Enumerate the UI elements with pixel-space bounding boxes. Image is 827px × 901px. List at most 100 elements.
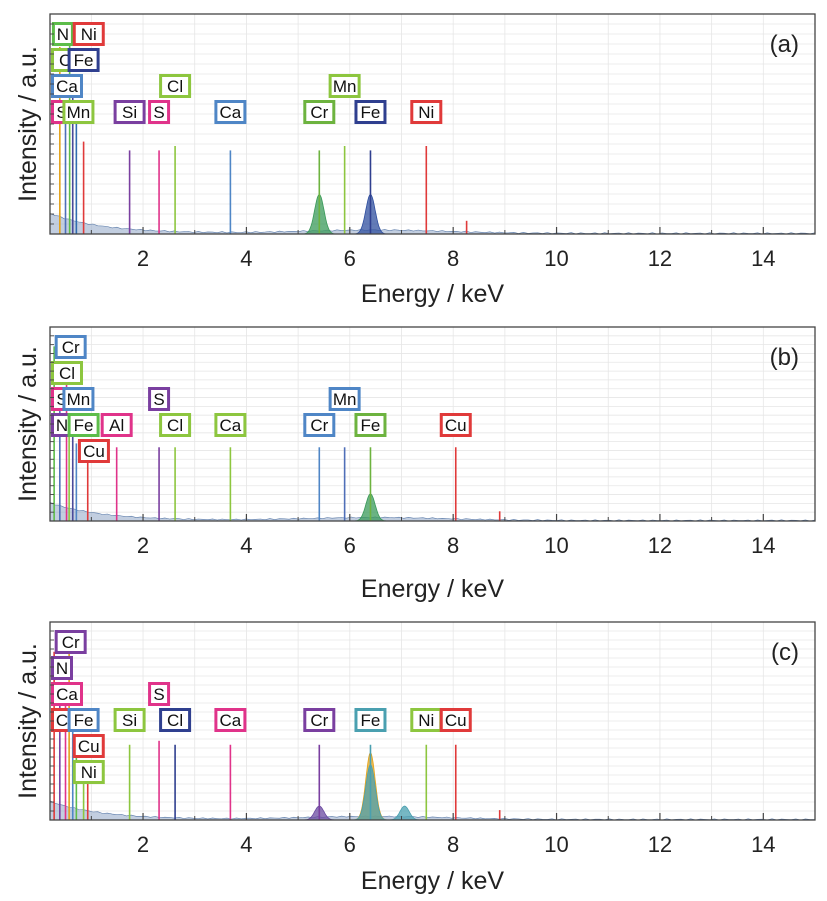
element-label-fill (306, 416, 333, 434)
element-label-text: Cu (445, 416, 467, 435)
element-label-cu: Cu (439, 708, 472, 732)
element-label-fe: Fe (67, 708, 100, 732)
element-label-al: Al (100, 413, 133, 437)
element-label-text: Cr (62, 338, 80, 357)
x-tick-label: 12 (648, 832, 672, 857)
element-label-text: Mn (67, 103, 91, 122)
x-tick-label: 8 (447, 832, 459, 857)
element-label-text: S (153, 390, 164, 409)
element-label-fill (331, 390, 358, 408)
x-tick-label: 4 (240, 246, 252, 271)
element-label-fill (357, 711, 384, 729)
element-label-fill (331, 77, 358, 95)
element-label-fill (70, 51, 97, 69)
element-label-text: Ca (220, 711, 242, 730)
element-label-cr: Cr (303, 100, 336, 124)
element-label-fill (75, 763, 102, 781)
spectrum-panel-2: Cr N Ca S C Fe Si Cl Ca Cr Fe Ni Cu Cu Ni 2 4 6 8 10 12 14 Ene… (14, 621, 816, 895)
element-label-fill (65, 103, 92, 121)
element-label-cr: Cr (303, 708, 336, 732)
x-tick-label: 14 (751, 246, 775, 271)
x-tick-label: 4 (240, 533, 252, 558)
element-label-fe: Fe (354, 413, 387, 437)
x-axis-title: Energy / keV (361, 575, 504, 603)
element-label-fill (306, 711, 333, 729)
element-label-fill (217, 711, 244, 729)
x-tick-label: 10 (544, 533, 568, 558)
element-label-fill (162, 77, 189, 95)
element-label-text: Ni (418, 103, 434, 122)
element-label-text: Cr (310, 416, 328, 435)
element-label-text: Si (122, 103, 137, 122)
element-label-text: S (56, 390, 67, 409)
x-tick-label: 6 (344, 533, 356, 558)
element-label-text: Ca (220, 416, 242, 435)
element-label-mn: Mn (328, 74, 361, 98)
x-tick-label: 2 (137, 832, 149, 857)
element-label-mn: Mn (62, 387, 95, 411)
element-label-text: Cl (167, 416, 183, 435)
element-label-mn: Mn (62, 100, 95, 124)
y-axis-title: Intensity / a.u. (14, 46, 42, 202)
element-label-si: Si (113, 708, 146, 732)
x-tick-label: 12 (648, 246, 672, 271)
x-tick-label: 6 (344, 832, 356, 857)
element-label-text: Cl (167, 77, 183, 96)
element-label-fe: Fe (67, 413, 100, 437)
element-label-text: Fe (361, 103, 381, 122)
element-label-ca: Ca (214, 413, 247, 437)
element-label-ni: Ni (410, 708, 443, 732)
element-label-fill (75, 737, 102, 755)
element-label-fill (217, 416, 244, 434)
element-label-fill (65, 390, 92, 408)
panel-label: (a) (770, 31, 799, 58)
x-tick-label: 10 (544, 246, 568, 271)
element-label-si: Si (113, 100, 146, 124)
x-tick-label: 2 (137, 246, 149, 271)
element-label-cl: Cl (159, 708, 192, 732)
element-label-ca: Ca (51, 682, 83, 706)
element-label-ca: Ca (214, 100, 247, 124)
element-label-fill (54, 685, 80, 703)
element-label-text: N (57, 25, 69, 44)
element-label-fill (151, 685, 168, 703)
element-label-text: Al (109, 416, 124, 435)
element-label-text: C (56, 711, 68, 730)
element-label-text: Cu (83, 442, 105, 461)
element-label-fe: Fe (354, 100, 387, 124)
element-label-text: Si (122, 711, 137, 730)
element-label-cl: Cl (159, 74, 192, 98)
element-label-text: S (153, 685, 164, 704)
element-label-fill (57, 338, 84, 356)
element-label-ca: Ca (51, 74, 83, 98)
element-label-text: N (56, 416, 68, 435)
x-tick-label: 8 (447, 246, 459, 271)
element-label-text: N (56, 659, 68, 678)
element-label-text: Mn (67, 390, 91, 409)
element-label-fill (80, 442, 107, 460)
element-label-n: N (51, 22, 74, 46)
element-label-fill (413, 103, 440, 121)
element-label-text: Ca (56, 685, 78, 704)
element-label-n: N (51, 413, 73, 437)
element-label-text: Ni (81, 25, 97, 44)
y-axis-title: Intensity / a.u. (14, 346, 42, 502)
element-label-n: N (51, 656, 73, 680)
element-label-fill (162, 711, 189, 729)
element-label-text: Cr (310, 103, 328, 122)
panel-label: (c) (771, 639, 799, 666)
panel-label: (b) (770, 344, 799, 371)
element-label-text: Cu (78, 737, 100, 756)
element-label-fill (103, 416, 130, 434)
element-label-fe: Fe (67, 48, 100, 72)
element-label-fill (442, 416, 469, 434)
element-label-text: Fe (361, 416, 381, 435)
x-tick-label: 14 (751, 832, 775, 857)
x-tick-label: 4 (240, 832, 252, 857)
element-label-fill (151, 103, 168, 121)
element-label-text: Ni (418, 711, 434, 730)
x-axis-title: Energy / keV (361, 867, 504, 895)
